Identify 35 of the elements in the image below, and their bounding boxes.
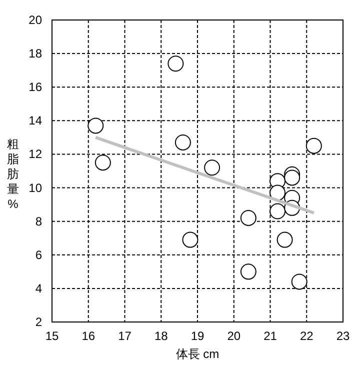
point [174, 134, 191, 150]
point [94, 154, 111, 171]
x-tick-label: 21 [264, 329, 278, 343]
point [270, 203, 286, 220]
x-axis-title: 体長 cm [176, 347, 220, 361]
point [291, 274, 308, 290]
x-tick-label: 22 [300, 329, 314, 343]
point [240, 210, 256, 226]
x-tick-label: 15 [45, 329, 59, 343]
point [306, 138, 322, 154]
y-tick-label: 16 [28, 80, 42, 94]
x-tick-label: 17 [118, 329, 132, 343]
point [168, 56, 184, 72]
x-tick-label: 18 [154, 329, 168, 343]
point [270, 184, 286, 201]
point [204, 160, 220, 176]
y-tick-label: 8 [35, 214, 42, 228]
x-tick-label: 19 [190, 329, 204, 343]
y-tick-label: 12 [28, 147, 42, 162]
x-tick-label: 23 [336, 329, 350, 343]
y-tick-label: 6 [35, 248, 42, 262]
point [284, 170, 300, 186]
point [240, 264, 256, 280]
y-tick-label: 10 [28, 180, 42, 195]
x-tick-label: 16 [82, 329, 96, 343]
y-tick-label: 18 [28, 46, 42, 61]
y-tick-label: 20 [28, 13, 42, 27]
point [182, 232, 198, 248]
y-tick-label: 2 [35, 315, 42, 329]
point [88, 118, 104, 134]
y-tick-label: 14 [28, 114, 42, 128]
y-tick-label: 4 [35, 281, 42, 296]
x-tick-label: 20 [227, 329, 241, 343]
point [276, 232, 293, 248]
y-axis-title: 粗脂肪量% [7, 137, 19, 211]
